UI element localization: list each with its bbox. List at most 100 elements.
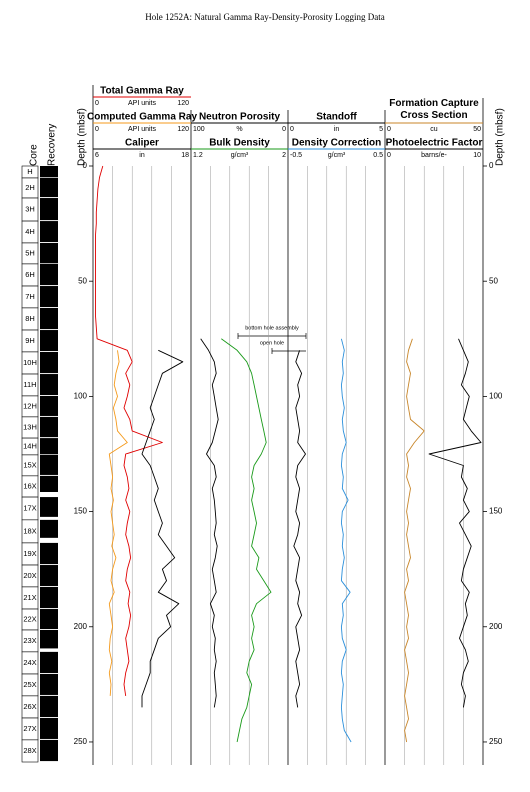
recovery-bar	[40, 609, 58, 630]
recovery-bar	[40, 629, 58, 649]
recovery-bar	[40, 177, 58, 198]
scale-max: 5	[379, 126, 383, 133]
scale-min: 0	[387, 126, 391, 133]
scale-unit: in	[334, 126, 340, 133]
chart-title: Hole 1252A: Natural Gamma Ray-Density-Po…	[145, 12, 384, 22]
recovery-bar	[40, 242, 58, 264]
scale-max: 0.5	[373, 152, 383, 159]
core-name: 14H	[23, 441, 37, 450]
core-name: 12H	[23, 401, 37, 410]
core-name: 21X	[23, 593, 36, 602]
recovery-bar	[40, 673, 58, 695]
log-curve	[340, 338, 352, 743]
y-tick-label-right: 150	[489, 507, 503, 516]
recovery-bar	[40, 695, 58, 718]
recovery-bar	[40, 497, 58, 517]
core-name: 28X	[23, 746, 36, 755]
series-name: Neutron Porosity	[199, 112, 281, 123]
core-name: 17X	[23, 503, 36, 512]
y-axis-label: Depth (mbsf)	[77, 108, 88, 166]
recovery-bar	[40, 395, 58, 416]
scale-max: 50	[473, 126, 481, 133]
recovery-bar	[40, 286, 58, 307]
scale-min: 100	[193, 126, 205, 133]
core-name: 8H	[25, 314, 35, 323]
series-name: Density Correction	[292, 138, 381, 149]
y-tick-label-right: 100	[489, 391, 503, 400]
core-name: 7H	[25, 292, 35, 301]
log-curve	[221, 338, 272, 743]
series-name: Standoff	[316, 112, 357, 123]
scale-unit: API units	[128, 126, 157, 133]
core-name: 2H	[25, 183, 35, 192]
scale-min: 1.2	[193, 152, 203, 159]
scale-min: 0	[387, 152, 391, 159]
scale-unit: in	[139, 152, 145, 159]
core-name: 6H	[25, 270, 35, 279]
scale-unit: cu	[430, 126, 438, 133]
core-name: 23X	[23, 636, 36, 645]
recovery-bar	[40, 166, 58, 178]
series-name-text: Formation Capture Cross Section	[389, 98, 479, 121]
series-name: Bulk Density	[209, 138, 270, 149]
scale-unit: g/cm³	[231, 152, 249, 159]
core-name: 27X	[23, 724, 36, 733]
scale-unit: g/cm³	[328, 152, 346, 159]
recovery-bar	[40, 475, 58, 492]
recovery-label: Recovery	[47, 124, 58, 166]
recovery-bar	[40, 330, 58, 351]
y-tick-label: 50	[78, 276, 87, 285]
recovery-bar	[40, 351, 58, 374]
log-curve	[293, 350, 306, 708]
y-tick-label: 200	[74, 622, 88, 631]
recovery-bar	[40, 519, 58, 538]
recovery-bar	[40, 307, 58, 330]
log-curve	[141, 349, 184, 708]
recovery-bar	[40, 198, 58, 221]
core-name: 16X	[23, 481, 36, 490]
recovery-bar	[40, 718, 58, 739]
series-name: Photoelectric Factor	[386, 138, 483, 149]
core-name: 25X	[23, 680, 36, 689]
scale-max: 120	[177, 126, 189, 133]
scale-unit: barns/e-	[421, 152, 447, 159]
core-name: 20X	[23, 571, 36, 580]
y-tick-label: 150	[74, 507, 88, 516]
y-axis-label-right: Depth (mbsf)	[495, 108, 506, 166]
scale-max: 0	[282, 126, 286, 133]
scale-min: 0	[290, 126, 294, 133]
recovery-bar	[40, 454, 58, 475]
core-name: 24X	[23, 658, 36, 667]
annotation: open hole	[260, 340, 284, 346]
scale-unit: API units	[128, 100, 157, 107]
recovery-bar	[40, 263, 58, 286]
annotation: bottom hole assembly	[245, 325, 299, 331]
log-curve	[200, 338, 219, 708]
core-name: 22X	[23, 614, 36, 623]
core-name: 10H	[23, 358, 37, 367]
series-name: Total Gamma Ray	[100, 86, 184, 97]
recovery-bar	[40, 374, 58, 396]
core-interval	[21, 739, 39, 763]
scale-min: 0	[95, 126, 99, 133]
core-name: 13H	[23, 422, 37, 431]
core-name: 26X	[23, 702, 36, 711]
recovery-bar	[40, 416, 58, 438]
series-name: Computed Gamma Ray	[87, 112, 197, 123]
series-name: Formation Capture Cross Section	[389, 98, 479, 121]
annotation-bha: bottom hole assembly open hole	[237, 325, 307, 354]
y-tick-label-right: 250	[489, 737, 503, 746]
log-curve	[404, 338, 425, 743]
recovery-bar	[40, 438, 58, 455]
recovery-bar	[40, 542, 58, 565]
recovery-bar	[40, 739, 58, 762]
core-name: 15X	[23, 460, 36, 469]
recovery-bar	[40, 651, 58, 674]
scale-unit: %	[236, 126, 242, 133]
core-name: 11H	[23, 380, 36, 389]
core-name: 18X	[23, 526, 36, 535]
core-label: Core	[29, 144, 40, 166]
core-name: 9H	[25, 336, 35, 345]
